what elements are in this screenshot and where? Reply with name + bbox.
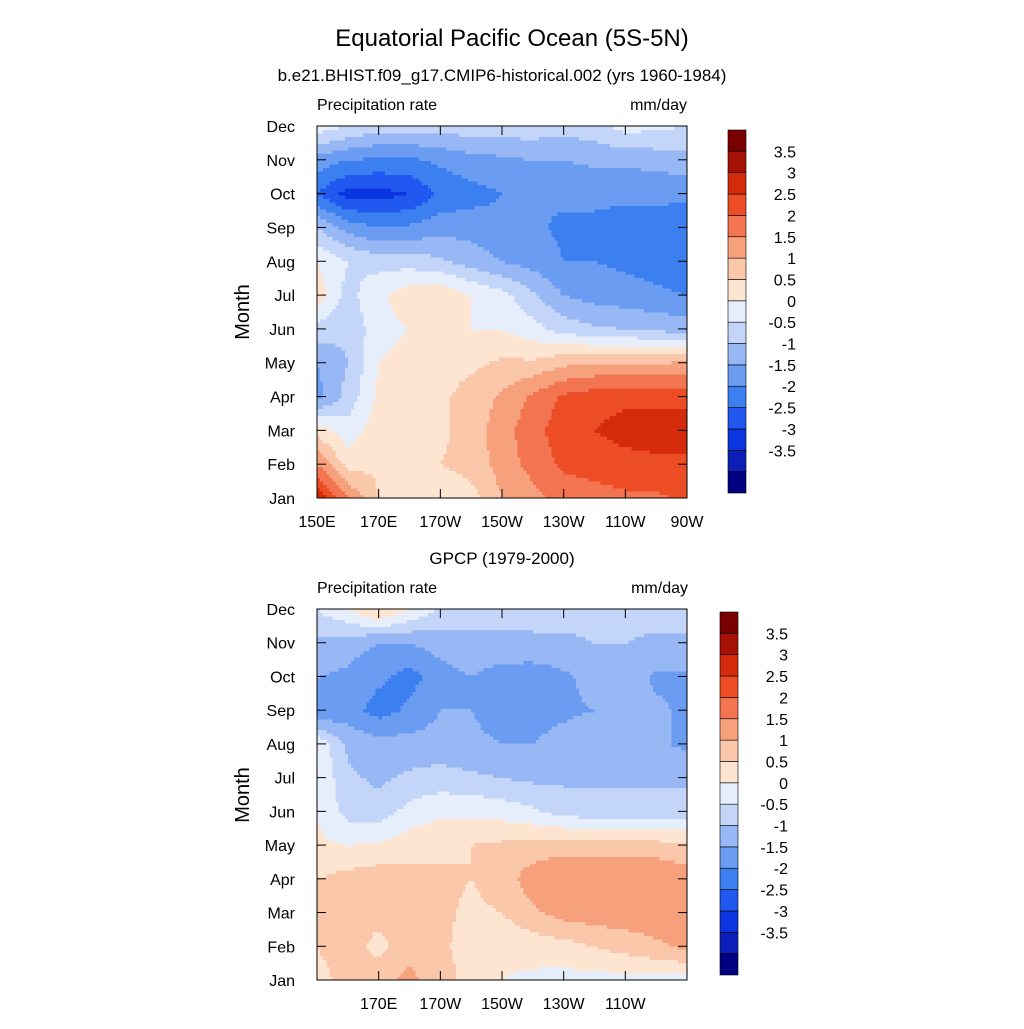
figure-title: Equatorial Pacific Ocean (5S-5N) (335, 25, 688, 52)
top-panel-title: b.e21.BHIST.f09_g17.CMIP6-historical.002… (278, 66, 727, 85)
top-panel-plot: JanFebMarAprMayJunJulAugSepOctNovDec150E… (265, 119, 705, 531)
top-panel-left-label: Precipitation rate (317, 97, 437, 114)
top-panel-right-label: mm/day (630, 97, 687, 114)
top-panel-y-axis-label: Month (232, 284, 254, 340)
top-panel-contour-field (317, 126, 688, 499)
